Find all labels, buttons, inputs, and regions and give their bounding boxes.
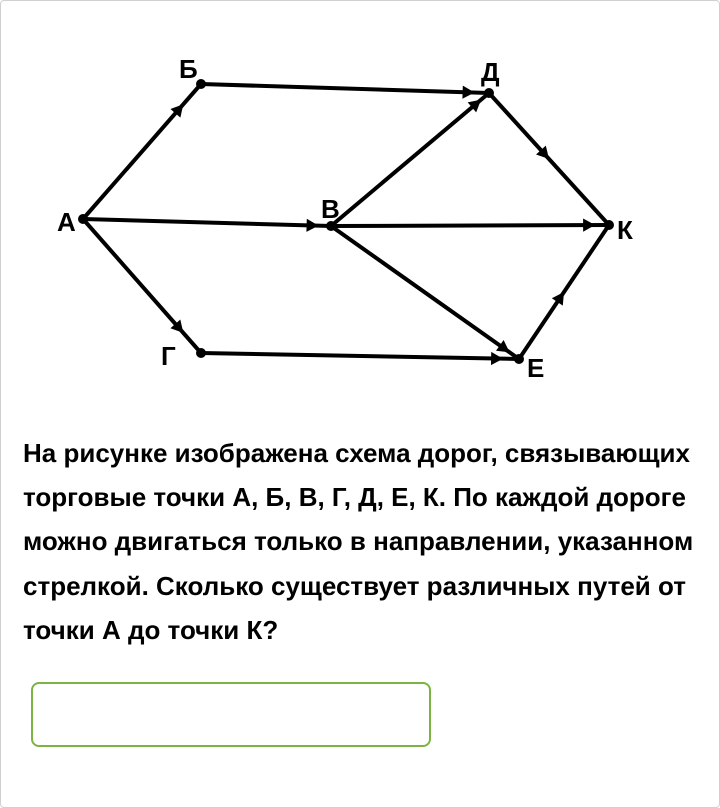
edge-G-E (201, 353, 519, 359)
node-A (78, 214, 88, 224)
node-label-K: К (617, 215, 633, 246)
edge-V-K (331, 225, 609, 226)
graph-svg (21, 21, 701, 391)
arrow-A-V (306, 219, 318, 232)
edge-B-D (201, 84, 489, 93)
edge-A-V (83, 219, 331, 226)
arrow-V-K (583, 218, 595, 231)
node-label-D: Д (481, 57, 500, 88)
edge-V-E (331, 226, 519, 359)
node-D (484, 88, 494, 98)
arrow-B-D (462, 86, 474, 99)
node-K (604, 220, 614, 230)
node-label-G: Г (161, 341, 176, 372)
answer-input[interactable] (31, 682, 431, 747)
node-G (196, 348, 206, 358)
node-label-A: А (57, 207, 76, 238)
node-label-B: Б (179, 54, 198, 85)
arrow-G-E (491, 352, 503, 365)
node-label-V: В (321, 194, 340, 225)
question-text: На рисунке изображена схема дорог, связы… (21, 431, 699, 652)
node-E (514, 354, 524, 364)
road-graph: А Б В Г Д Е К (21, 21, 701, 391)
node-label-E: Е (527, 353, 544, 384)
edge-V-D (331, 93, 489, 226)
